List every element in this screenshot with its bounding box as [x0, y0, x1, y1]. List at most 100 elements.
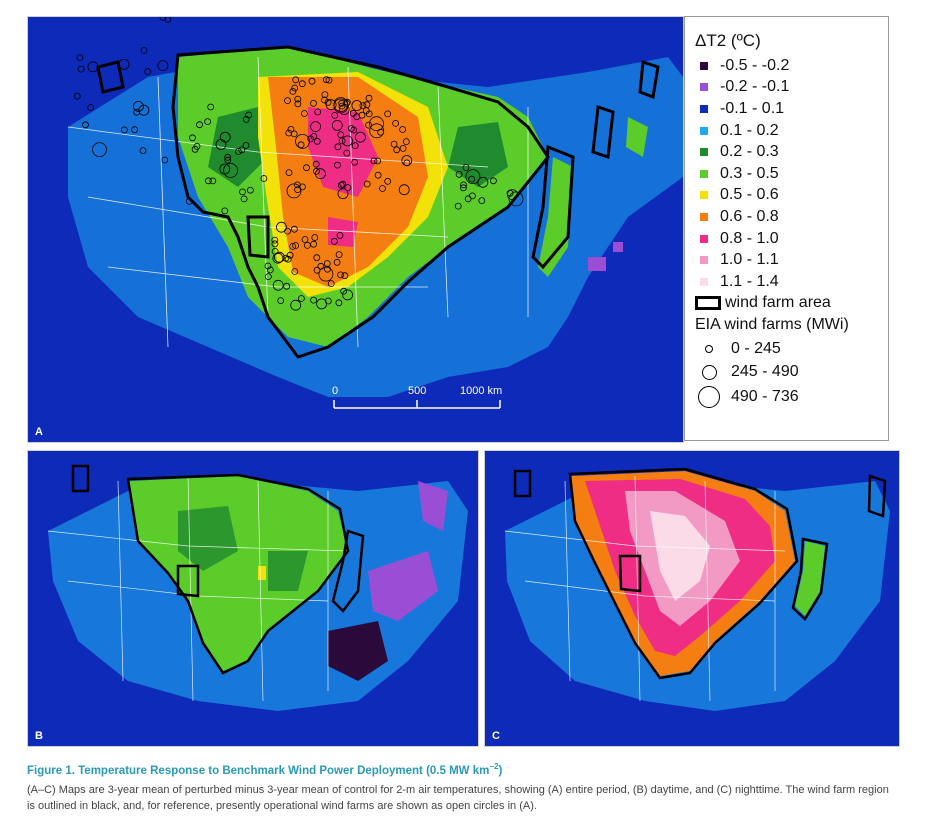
wind-farm-marker [219, 131, 231, 143]
wind-farm-marker [82, 121, 89, 129]
wind-farm-marker [455, 170, 463, 178]
wind-farm-marker [207, 103, 215, 111]
scale-tick-0: 0 [332, 385, 338, 397]
eia-bin-medium: 245 - 490 [695, 360, 882, 384]
wind-farm-marker [245, 111, 253, 119]
wind-farm-marker [454, 202, 462, 210]
caption-body: (A–C) Maps are 3-year mean of perturbed … [27, 784, 889, 812]
legend-bin: 0.2 - 0.3 [695, 141, 882, 163]
wind-farm-marker [338, 99, 346, 107]
wind-farm-marker [308, 77, 316, 85]
wind-farm-marker [379, 185, 386, 192]
legend-swatch [700, 191, 708, 200]
wind-farm-marker [459, 184, 467, 192]
wind-farm-marker [275, 221, 287, 233]
legend-bin-label: -0.2 - -0.1 [720, 78, 790, 96]
wind-farm-marker [333, 97, 349, 112]
map-b-svg [28, 451, 478, 746]
scale-tick-500: 500 [408, 385, 426, 397]
legend-wind-farm-area: wind farm area [695, 293, 882, 315]
legend-bin-label: -0.1 - 0.1 [720, 99, 785, 117]
wind-farm-marker [477, 176, 489, 188]
map-a-svg [28, 17, 683, 442]
wind-farm-marker [292, 76, 300, 84]
wind-farm-marker [159, 17, 167, 21]
wind-farm-marker [393, 146, 401, 154]
wind-farm-marker [238, 146, 246, 154]
wind-farm-marker [264, 273, 272, 281]
wind-farm-marker [291, 268, 299, 275]
wind-farm-marker [335, 299, 343, 307]
wind-farm-marker [118, 58, 130, 70]
legend-bin-label: 0.6 - 0.8 [720, 207, 779, 225]
legend-bin-label: 1.1 - 1.4 [720, 272, 779, 290]
eia-wind-farm-markers [73, 17, 524, 311]
wind-farm-marker [285, 169, 293, 177]
wind-farm-marker [301, 236, 309, 243]
wind-farm-marker [260, 175, 268, 182]
scale-bar: 0 500 1000 km [330, 378, 510, 418]
wind-farm-marker [133, 101, 144, 112]
legend-bin: 0.6 - 0.8 [695, 206, 882, 228]
wind-farm-marker [157, 60, 169, 71]
wind-farm-marker [317, 262, 325, 270]
wind-farm-marker [489, 177, 497, 185]
wind-farm-marker [324, 98, 332, 106]
wind-farm-marker [343, 149, 351, 157]
wind-farm-marker [318, 266, 334, 282]
wind-farm-marker [289, 88, 297, 95]
wind-farm-marker [294, 100, 302, 108]
wind-farm-marker [284, 97, 291, 104]
wind-farm-marker [196, 121, 203, 129]
legend-bin: -0.5 - -0.2 [695, 55, 882, 77]
wind-farm-marker [341, 272, 349, 280]
caption-title: Figure 1. Temperature Response to Benchm… [27, 762, 503, 777]
wind-farm-marker [337, 188, 349, 200]
wind-farm-marker [330, 237, 338, 245]
wind-farm-marker [313, 137, 321, 145]
wind-farm-marker [290, 225, 298, 233]
wind-farm-marker [312, 160, 320, 168]
wind-farm-marker [340, 287, 348, 295]
wind-farm-marker [337, 271, 345, 279]
wind-farm-marker [294, 95, 302, 103]
wind-farm-marker [468, 192, 476, 200]
wind-farm-marker [402, 138, 410, 145]
wind-farm-marker [351, 142, 359, 150]
wind-farm-marker [347, 125, 355, 132]
wind-farm-marker [92, 142, 107, 158]
wind-farm-marker [314, 108, 322, 116]
map-panel-c: C [484, 450, 900, 747]
wind-farm-marker [133, 108, 141, 116]
eia-bin-small: 0 - 245 [695, 338, 882, 360]
wind-farm-marker [87, 104, 95, 111]
wind-farm-marker [462, 164, 470, 171]
legend-swatch [700, 61, 708, 70]
wind-farm-marker [298, 80, 306, 88]
wind-farm-marker [272, 279, 284, 291]
wind-farm-marker [310, 296, 318, 304]
legend-title: ΔT2 (ºC) [695, 31, 761, 50]
wind-farm-marker [273, 251, 285, 263]
legend-bin: 1.1 - 1.4 [695, 271, 882, 293]
wind-farm-area-label: wind farm area [725, 294, 831, 312]
map-panel-a: A [27, 16, 684, 443]
wind-farm-marker [310, 99, 317, 107]
map-c-svg [485, 451, 899, 746]
legend-swatch [700, 277, 708, 286]
wind-farm-marker [121, 126, 128, 134]
legend-bin-label: 0.8 - 1.0 [720, 229, 779, 247]
wind-farm-marker [398, 184, 410, 196]
wind-farm-marker [363, 180, 371, 188]
wind-farm-marker [331, 120, 343, 131]
wind-farm-marker [285, 129, 293, 137]
wind-farm-marker [310, 121, 322, 132]
wind-farm-marker [303, 241, 311, 249]
wind-farm-marker [478, 197, 486, 205]
wind-farm-marker [333, 258, 341, 266]
circle-large-icon [698, 386, 720, 409]
wind-farm-marker [354, 131, 366, 143]
wind-farm-marker [277, 297, 285, 305]
legend-bin: -0.1 - 0.1 [695, 98, 882, 120]
wind-farm-marker [369, 123, 385, 139]
